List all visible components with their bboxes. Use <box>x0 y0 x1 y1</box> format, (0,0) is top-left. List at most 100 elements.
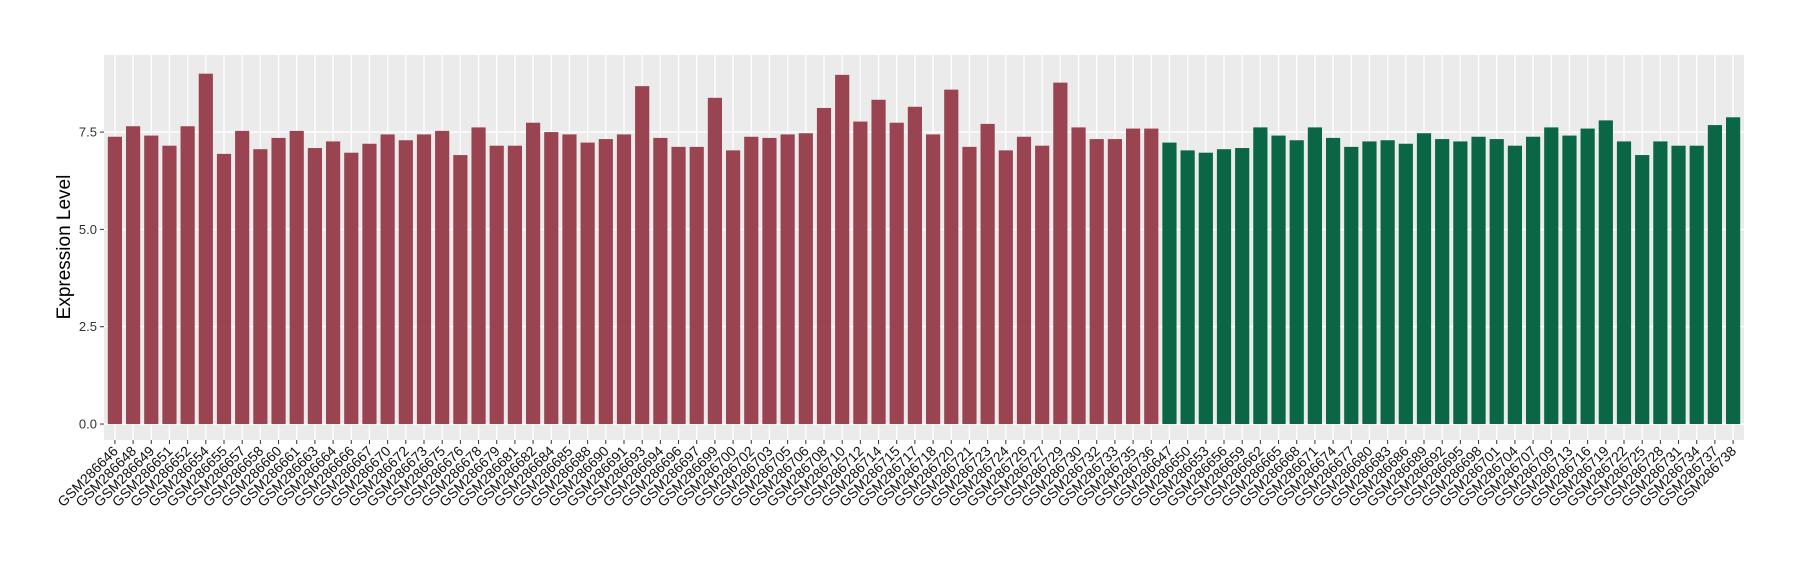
bar <box>1362 141 1377 425</box>
bar <box>926 134 941 425</box>
bar <box>1089 139 1104 425</box>
bars <box>107 73 1741 425</box>
bar <box>1271 135 1286 425</box>
bar <box>962 146 977 425</box>
bar <box>1653 141 1668 425</box>
bar <box>726 150 741 425</box>
bar <box>671 146 686 425</box>
bar <box>107 136 122 425</box>
bar <box>1144 128 1159 425</box>
bar <box>1126 128 1141 425</box>
bar <box>289 130 304 425</box>
bar <box>1435 139 1450 425</box>
bar <box>1016 136 1032 425</box>
bar <box>416 134 432 425</box>
bar <box>1198 152 1213 425</box>
bar <box>707 97 722 425</box>
bar <box>162 145 177 425</box>
bar <box>816 107 832 425</box>
y-axis-title: Expression Level <box>54 175 75 320</box>
bar <box>853 121 868 425</box>
bar <box>1398 143 1413 425</box>
y-tick-label: 7.5 <box>79 125 97 140</box>
bar <box>1580 128 1595 425</box>
bar <box>435 130 450 425</box>
labels: 0.02.55.07.5GSM286646GSM286648GSM286649G… <box>54 125 1739 510</box>
y-tick-label: 0.0 <box>79 417 97 432</box>
bar <box>689 146 704 425</box>
bar <box>1416 133 1432 425</box>
bar <box>398 140 413 425</box>
bar <box>907 106 922 425</box>
bar <box>144 135 159 425</box>
bar <box>1380 140 1395 425</box>
bar <box>1507 145 1522 425</box>
bar <box>653 137 668 425</box>
bar <box>380 134 395 425</box>
bar <box>507 145 522 425</box>
bar <box>1544 127 1559 425</box>
bar <box>216 153 232 425</box>
bar <box>1635 155 1650 425</box>
bar <box>1289 140 1304 425</box>
bar <box>544 132 559 425</box>
bar <box>580 142 595 425</box>
bar <box>198 73 213 425</box>
bar <box>598 139 613 425</box>
bar <box>562 134 577 425</box>
bar <box>126 126 141 425</box>
bar <box>1453 141 1468 425</box>
bar <box>1253 127 1268 425</box>
bar <box>1071 127 1086 425</box>
y-tick-label: 5.0 <box>79 222 97 237</box>
bar <box>362 143 377 425</box>
bar <box>944 89 959 425</box>
bar <box>489 145 504 425</box>
bar <box>980 123 995 425</box>
bar <box>453 155 468 425</box>
bar <box>180 126 195 425</box>
bar <box>1526 136 1541 425</box>
bar <box>1053 82 1068 425</box>
bar <box>1216 149 1232 425</box>
bar <box>253 149 268 425</box>
bar <box>1162 142 1177 425</box>
bar <box>780 134 795 425</box>
bar <box>889 122 904 425</box>
bar <box>526 122 541 425</box>
bar <box>344 152 359 425</box>
bar <box>1471 136 1486 425</box>
bar <box>1689 145 1704 425</box>
bar <box>307 148 322 425</box>
bar <box>871 99 886 425</box>
bar <box>1180 150 1195 425</box>
bar <box>744 136 759 425</box>
bar <box>1489 139 1504 425</box>
bar <box>762 137 777 425</box>
bar <box>1562 135 1577 425</box>
bar <box>1307 127 1322 425</box>
bar <box>1598 120 1613 425</box>
bar <box>616 134 632 425</box>
bar <box>798 133 813 425</box>
bar <box>471 127 486 425</box>
bar <box>1107 139 1122 425</box>
bar <box>1344 146 1359 425</box>
bar <box>1707 125 1722 425</box>
bar <box>1235 148 1250 425</box>
bar <box>835 74 850 425</box>
bar <box>998 150 1013 425</box>
bar <box>635 86 650 425</box>
bar <box>1616 141 1632 425</box>
bar <box>326 141 341 425</box>
bar <box>1726 117 1741 425</box>
bar <box>1326 137 1341 425</box>
y-tick-label: 2.5 <box>79 319 97 334</box>
panel-background <box>104 55 1744 440</box>
bar <box>1671 145 1686 425</box>
bar <box>271 137 286 425</box>
bar <box>1035 145 1050 425</box>
bar <box>235 130 250 425</box>
